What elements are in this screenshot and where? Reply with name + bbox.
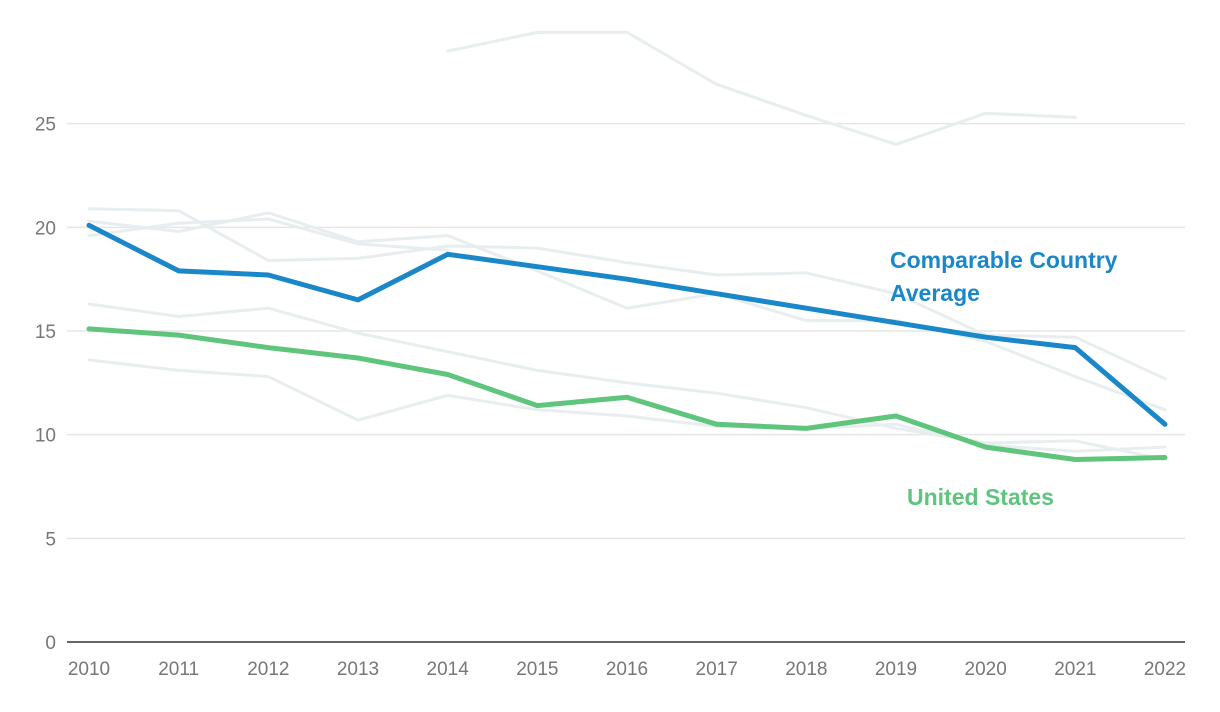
gridlines (67, 122, 1185, 540)
comparable-country-average-label-line-1: Comparable Country (890, 247, 1118, 273)
x-tick-label-2017: 2017 (696, 659, 738, 680)
y-tick-label-25: 25 (35, 115, 56, 136)
united-states-line (86, 326, 1168, 462)
x-tick-label-2013: 2013 (337, 659, 379, 680)
x-tick-label-2022: 2022 (1144, 659, 1186, 680)
series-labels: Comparable Country Average United States (890, 247, 1118, 510)
x-tick-label-2015: 2015 (516, 659, 558, 680)
y-tick-label-20: 20 (35, 218, 56, 239)
axes: 0 5 10 15 20 25 2010 2011 2012 2013 2014 2015 2016 20… (35, 115, 1186, 680)
y-tick-label-15: 15 (35, 322, 56, 343)
united-states-label: United States (907, 484, 1054, 510)
comparable-country-average-line (86, 222, 1168, 427)
y-tick-label-5: 5 (45, 529, 56, 550)
comparable-country-d-line (87, 217, 450, 252)
y-tick-label-0: 0 (45, 633, 56, 654)
comparable-country-a-line (446, 30, 1077, 146)
highlighted-series (86, 222, 1168, 462)
x-tick-label-2012: 2012 (247, 659, 289, 680)
background-series (87, 30, 1167, 461)
comparable-country-e-line (87, 302, 1167, 461)
x-tick-label-2018: 2018 (785, 659, 827, 680)
x-tick-label-2019: 2019 (875, 659, 917, 680)
x-tick-label-2014: 2014 (427, 659, 470, 680)
comparable-country-b-line (87, 207, 1167, 381)
x-tick-label-2010: 2010 (68, 659, 110, 680)
x-tick-label-2011: 2011 (158, 659, 199, 680)
y-tick-label-10: 10 (35, 426, 56, 447)
x-tick-label-2021: 2021 (1054, 659, 1096, 680)
x-tick-label-2020: 2020 (965, 659, 1007, 680)
comparable-country-average-label-line-2: Average (890, 280, 980, 306)
comparable-country-c-line (87, 211, 1167, 412)
x-tick-label-2016: 2016 (606, 659, 648, 680)
comparable-country-f-line (87, 358, 1167, 453)
